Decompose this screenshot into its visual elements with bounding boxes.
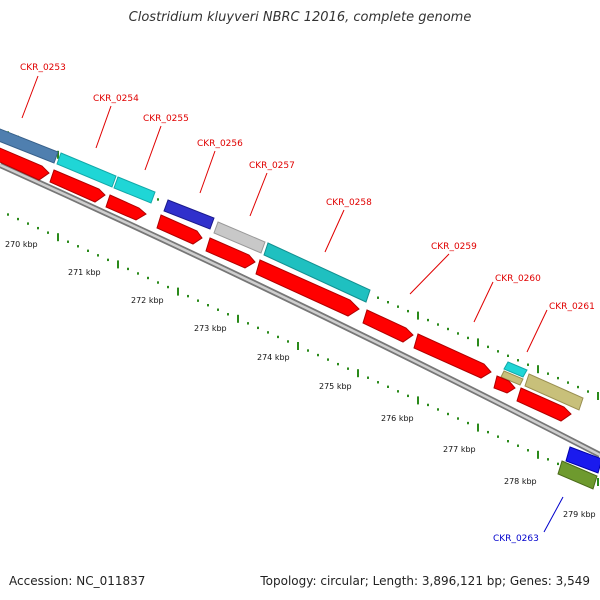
feature-ckr-0263-blue (565, 446, 600, 474)
gene-label-leader (526, 309, 548, 353)
feature-ckr-0254 (56, 152, 117, 188)
genome-summary-text: Topology: circular; Length: 3,896,121 bp… (260, 574, 590, 588)
feature-ckr-0256 (163, 199, 215, 230)
cds-arrow (205, 237, 256, 269)
map-title: Clostridium kluyveri NBRC 12016, complet… (128, 10, 472, 25)
kbp-label: 274 kbp (257, 353, 290, 362)
kbp-label: 279 kbp (563, 510, 596, 519)
feature-ckr-0263-olive (557, 460, 598, 490)
cds-arrow (255, 259, 360, 317)
accession-text: Accession: NC_011837 (9, 574, 146, 588)
gene-label: CKR_0255 (143, 114, 189, 124)
cds-arrow (156, 214, 203, 245)
gene-label: CKR_0254 (93, 94, 139, 104)
kbp-label: 277 kbp (443, 445, 476, 454)
gene-label-leader (249, 172, 268, 217)
gene-label: CKR_0253 (20, 63, 66, 73)
gene-label-leader (409, 253, 450, 295)
gene-label: CKR_0258 (326, 198, 372, 208)
cds-arrow (49, 169, 106, 203)
gene-label: CKR_0259 (431, 242, 477, 252)
genome-backbone (0, 162, 600, 458)
gene-label-leader (473, 281, 494, 323)
feature-ckr-0257 (213, 221, 266, 254)
feature-small-khaki (500, 370, 524, 386)
gene-label-leader (199, 150, 216, 194)
cds-arrow (0, 147, 50, 181)
kbp-label: 278 kbp (504, 477, 537, 486)
feature-ckr-0261 (524, 373, 584, 411)
cds-arrow (362, 309, 414, 343)
feature-ckr-0258 (263, 242, 371, 303)
gene-label-group: CKR_0253 CKR_0254 CKR_0255 CKR_0256 CKR_0257… (20, 63, 595, 544)
gene-label: CKR_0256 (197, 139, 243, 149)
lower-tick-row (7, 213, 599, 486)
cds-arrow (105, 194, 147, 221)
kbp-label: 272 kbp (131, 296, 164, 305)
gene-label: CKR_0263 (493, 534, 539, 544)
kbp-label: 275 kbp (319, 382, 352, 391)
kbp-label: 276 kbp (381, 414, 414, 423)
feature-ckr-0255 (113, 176, 156, 204)
gene-label: CKR_0260 (495, 274, 541, 284)
gene-label-leader (95, 105, 112, 149)
kbp-label-group: 270 kbp 271 kbp 272 kbp 273 kbp 274 kbp 275 k… (5, 240, 596, 519)
kbp-label: 273 kbp (194, 324, 227, 333)
gene-label-leader (21, 75, 39, 119)
cds-arrow (516, 387, 572, 422)
kbp-label: 270 kbp (5, 240, 38, 249)
feature-ckr-0253 (0, 128, 59, 164)
gene-label-leader (324, 209, 345, 253)
feature-ckr-0260 (503, 361, 528, 378)
gene-label-leader (543, 496, 564, 533)
feature-track (0, 128, 600, 490)
kbp-label: 271 kbp (68, 268, 101, 277)
gene-label: CKR_0261 (549, 302, 595, 312)
gene-label: CKR_0257 (249, 161, 295, 171)
cds-arrow (493, 375, 516, 394)
cds-track (0, 147, 572, 422)
cds-arrow (413, 333, 492, 379)
gene-label-leader (144, 125, 162, 171)
